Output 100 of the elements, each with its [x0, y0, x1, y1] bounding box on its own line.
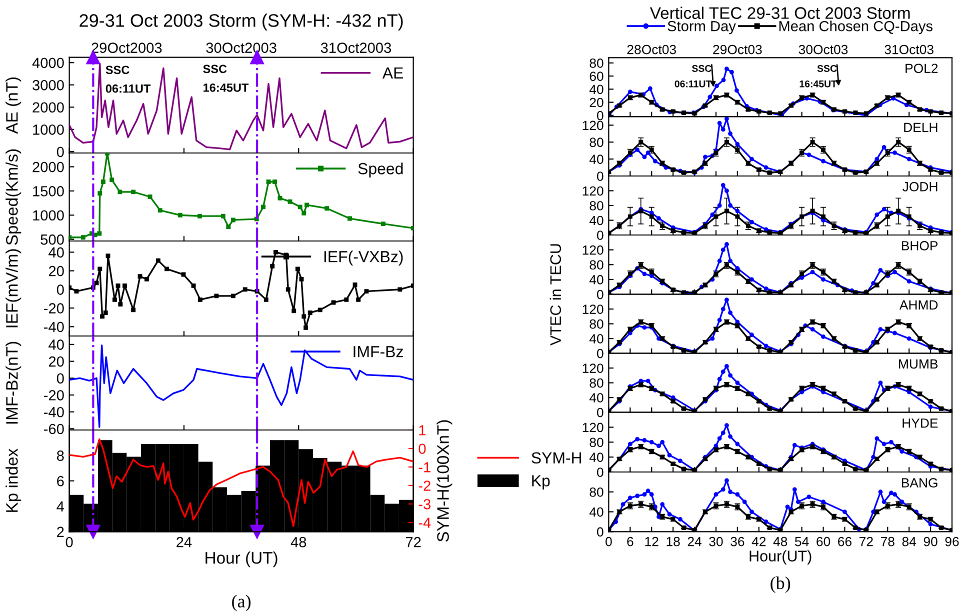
- x-tick-label: 18: [666, 536, 680, 546]
- y-tick-label: 80: [590, 138, 604, 148]
- annotation: SSC 06:11UT: [106, 66, 151, 93]
- y-tick-label: 80: [590, 319, 604, 329]
- y-tick-label: 120: [582, 364, 604, 373]
- y-tick-label: 60: [590, 72, 604, 81]
- y-tick-label: 20: [48, 266, 64, 276]
- x-tick-label: 54: [794, 537, 809, 546]
- legend-label: IMF-Bz: [354, 346, 403, 358]
- y-tick-label: 40: [589, 452, 604, 462]
- y-tick-label: 4000: [32, 58, 64, 68]
- y-tick-label: 3000: [32, 80, 64, 90]
- x-tick-label: 72: [406, 536, 421, 548]
- y-tick-label: 0: [597, 468, 604, 477]
- x-tick-label: 6: [627, 536, 634, 546]
- y-tick-label: 0: [597, 290, 604, 300]
- chart-title: 29-31 Oct 2003 Storm (SYM-H: -432 nT): [80, 14, 403, 30]
- annotation: DELH: [904, 122, 938, 132]
- legend-label: IEF(-VXBz): [324, 250, 403, 266]
- y-tick-label: 1500: [33, 186, 64, 196]
- y-tick-label: -20: [44, 303, 64, 314]
- y2-tick-label: -4: [418, 518, 431, 528]
- y-axis-title: Kp index: [6, 448, 22, 512]
- x-tick-label: 66: [838, 536, 852, 546]
- y-tick-label: 40: [589, 334, 604, 344]
- y-tick-label: 120: [582, 120, 604, 130]
- annotation: AHMD: [899, 300, 938, 310]
- x-tick-label: 48: [290, 536, 306, 548]
- y-tick-label: 0: [597, 110, 604, 120]
- annotation: JODH: [902, 182, 938, 192]
- y-tick-label: 20: [48, 356, 64, 367]
- x-tick-label: 30: [709, 536, 723, 546]
- legend-label: AE: [382, 67, 404, 78]
- y-axis-title: IEF(mV/m): [6, 249, 22, 328]
- x-tick-label: 48: [773, 536, 788, 546]
- y-axis-title: Speed(Km/s): [6, 149, 22, 245]
- y-tick-label: 0: [597, 408, 604, 418]
- x-tick-label: 78: [880, 536, 894, 546]
- legend-label: Storm Day: [668, 20, 736, 34]
- y-tick-label: 0: [597, 348, 604, 358]
- annotation: SSC 16:45UT: [800, 65, 837, 88]
- x-axis-title: Hour (UT): [206, 552, 278, 568]
- annotation: SSC 16:45UT: [203, 64, 249, 92]
- y-tick-label: 40: [589, 84, 604, 94]
- y-tick-label: 120: [582, 422, 604, 432]
- text: 31Oct2003: [320, 42, 392, 53]
- y-tick-label: -20: [44, 390, 64, 400]
- x-tick-label: 90: [924, 536, 938, 546]
- y2-tick-label: -2: [418, 480, 430, 491]
- x-tick-label: 24: [688, 536, 702, 546]
- y-tick-label: 0: [597, 527, 604, 537]
- x-tick-label: 84: [902, 536, 916, 546]
- y-tick-label: 40: [589, 275, 604, 284]
- legend-label: Speed: [358, 162, 403, 178]
- y-tick-label: 2000: [32, 162, 64, 172]
- y-tick-label: 8: [56, 450, 64, 461]
- x-tick-label: 96: [945, 536, 959, 546]
- y2-axis-title: SYM-H(100XnT): [436, 420, 452, 542]
- y-tick-label: 20: [590, 98, 604, 108]
- legend-label: SYM-H: [532, 452, 582, 464]
- text: 30Oct2003: [206, 42, 276, 53]
- legend-label: Mean Chosen CQ-Days: [779, 20, 932, 34]
- y-tick-label: 80: [590, 260, 604, 270]
- legend-label: Kp: [532, 475, 550, 490]
- x-tick-label: 42: [752, 536, 766, 546]
- y-tick-label: 40: [589, 154, 604, 164]
- y-tick-label: 2: [57, 526, 64, 537]
- y2-tick-label: -1: [418, 462, 430, 472]
- y2-tick-label: -3: [418, 499, 430, 510]
- y-tick-label: -40: [44, 322, 64, 332]
- annotation: BHOP: [902, 241, 938, 250]
- y-tick-label: 80: [590, 58, 604, 68]
- y-tick-label: 120: [582, 245, 604, 255]
- annotation: SSC 06:11UT: [674, 65, 712, 88]
- x-tick-label: 0: [606, 536, 612, 546]
- text: 30Oct03: [798, 44, 848, 54]
- text: 29Oct2003: [92, 42, 162, 53]
- chart-title: Vertical TEC 29-31 Oct 2003 Storm: [650, 6, 910, 19]
- y-tick-label: 120: [582, 304, 604, 314]
- text: (b): [770, 576, 790, 593]
- x-tick-label: 24: [176, 536, 192, 548]
- y-tick-label: 40: [589, 393, 604, 402]
- y-tick-label: 80: [590, 438, 604, 448]
- x-tick-label: 12: [645, 536, 658, 546]
- y-tick-label: 80: [590, 487, 604, 497]
- y-tick-label: 40: [589, 507, 604, 517]
- y-tick-label: 80: [590, 201, 604, 210]
- y-tick-label: 80: [590, 378, 604, 388]
- y-tick-label: 1000: [33, 124, 64, 135]
- y-tick-label: 0: [56, 373, 64, 384]
- x-tick-label: 60: [816, 536, 830, 546]
- annotation: POL2: [906, 64, 938, 74]
- y2-tick-label: 0: [418, 444, 426, 454]
- y2-tick-label: 1: [419, 425, 426, 436]
- y-axis-title: IMF-Bz(nT): [6, 342, 22, 424]
- x-axis-title: Hour(UT): [750, 550, 812, 564]
- y-tick-label: 0: [56, 284, 64, 295]
- y-tick-label: 40: [589, 216, 604, 226]
- text: (a): [232, 594, 251, 611]
- y-axis-title: VTEC in TECU: [550, 244, 562, 346]
